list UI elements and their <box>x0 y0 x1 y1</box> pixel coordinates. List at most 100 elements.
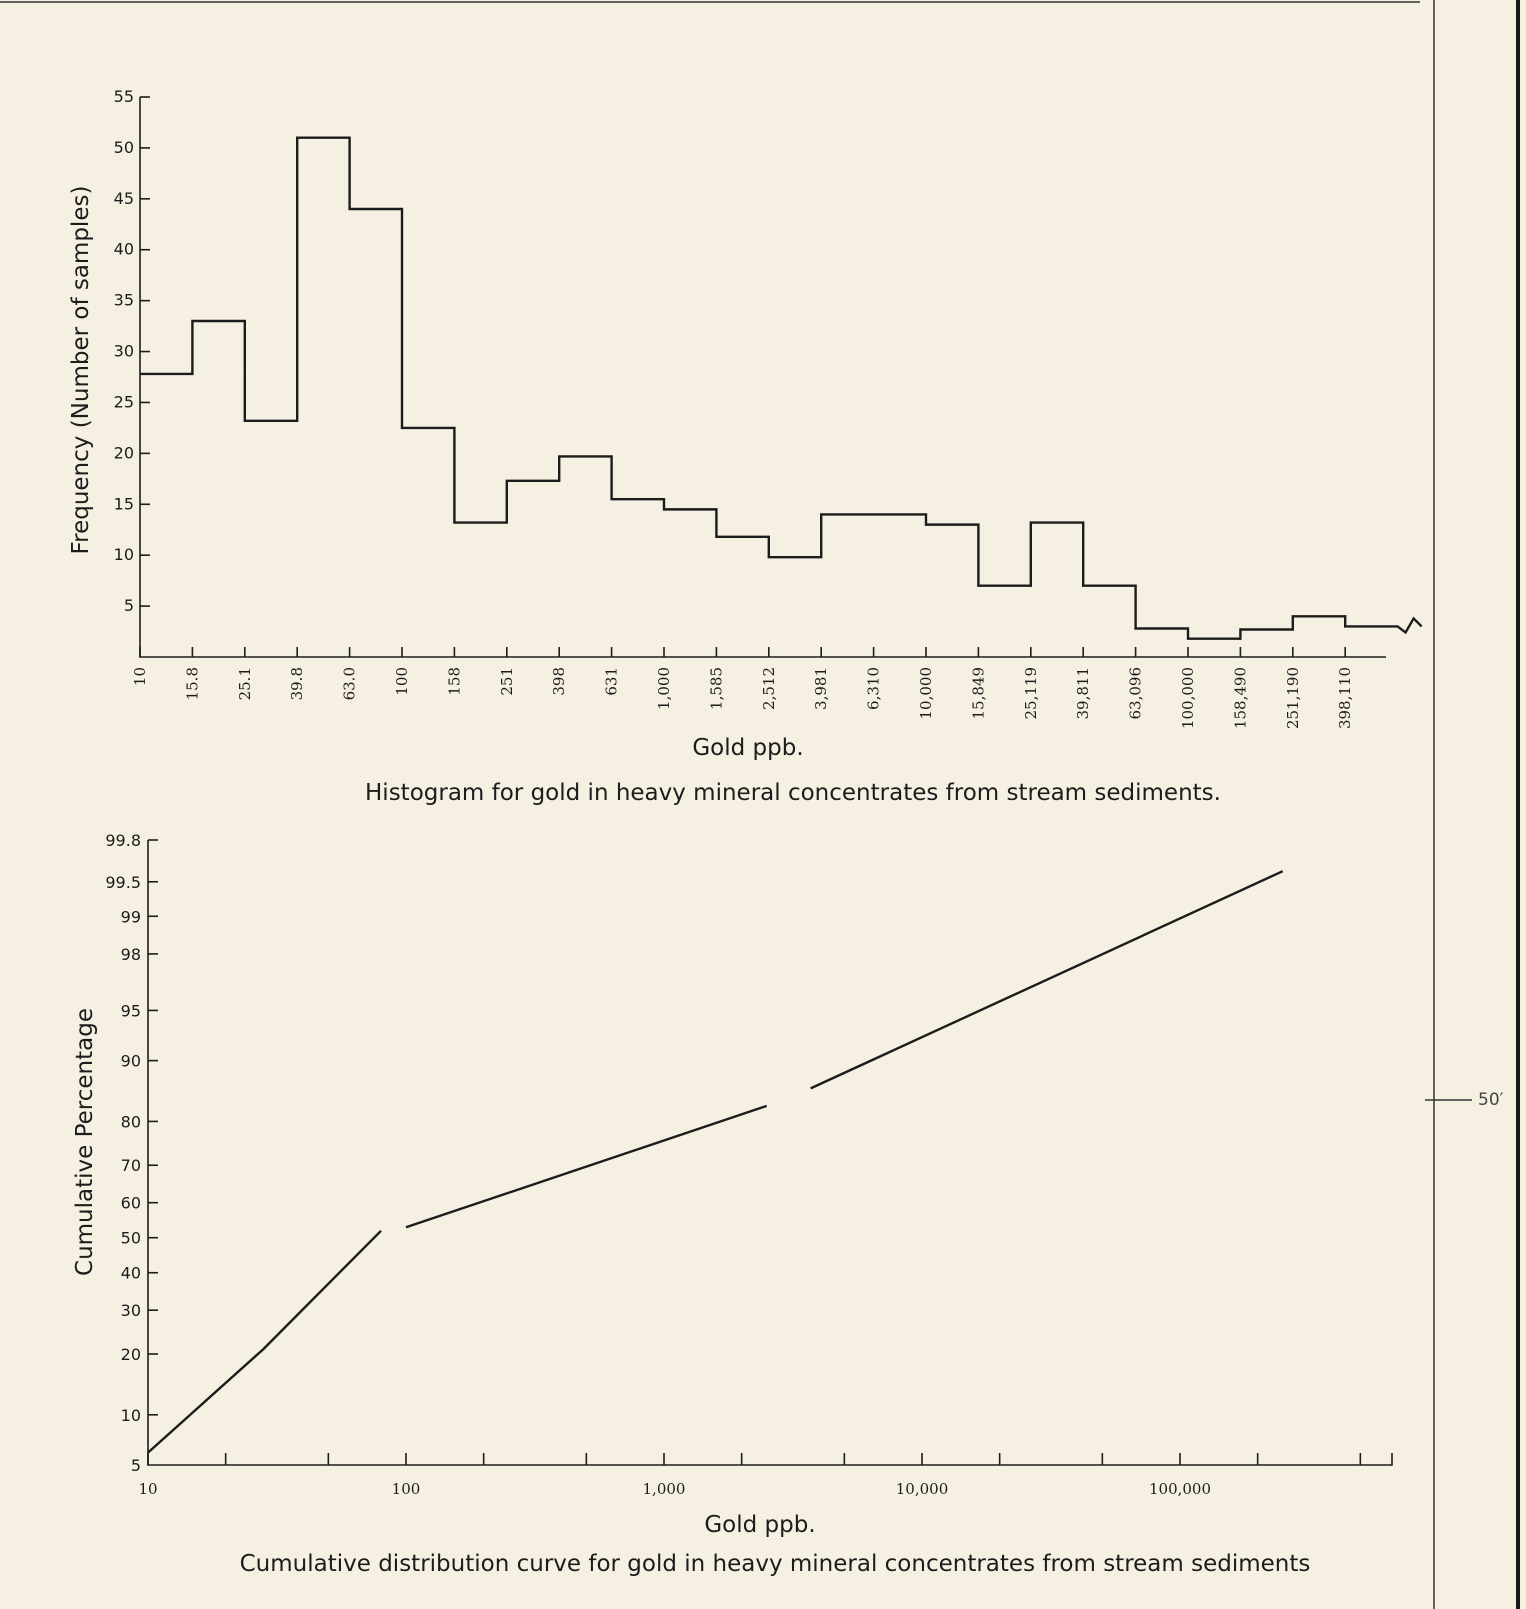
y-tick-label: 50 <box>114 138 134 157</box>
histogram-bar <box>297 138 349 657</box>
x-tick-label: 10,000 <box>896 1480 949 1498</box>
x-tick-label: 158,490 <box>1231 667 1249 729</box>
histogram-bar <box>1293 616 1345 657</box>
y-tick-label: 20 <box>121 1345 141 1364</box>
x-tick-label: 100,000 <box>1179 667 1197 729</box>
x-tick-label: 63,096 <box>1127 667 1145 720</box>
y-tick-label: 10 <box>114 545 134 564</box>
y-tick-label: 10 <box>121 1406 141 1425</box>
x-tick-label: 10 <box>131 667 149 686</box>
y-tick-label: 55 <box>114 87 134 106</box>
histogram-bar <box>664 509 716 657</box>
x-tick-label: 398,110 <box>1336 667 1354 729</box>
histogram-bar <box>769 557 821 657</box>
y-tick-label: 99 <box>121 907 141 926</box>
x-tick-label: 15,849 <box>969 667 987 720</box>
histogram-bar <box>245 421 297 657</box>
y-tick-label: 40 <box>121 1264 141 1283</box>
y-tick-label: 30 <box>114 342 134 361</box>
histogram-bar <box>192 321 244 657</box>
histogram-bar <box>559 456 611 657</box>
x-tick-label: 251,190 <box>1284 667 1302 729</box>
cumulative-curve-segment <box>405 1104 768 1229</box>
histogram-outline <box>140 136 1423 640</box>
x-tick-label: 100 <box>393 667 411 696</box>
y-tick-label: 5 <box>124 596 134 615</box>
y-tick-label: 5 <box>131 1456 141 1475</box>
x-tick-label: 1,000 <box>643 1480 686 1498</box>
y-tick-label: 99.5 <box>105 873 141 892</box>
histogram-bar <box>350 209 402 657</box>
x-tick-label: 3,981 <box>812 667 830 710</box>
histogram-bar <box>507 481 559 657</box>
cumulative-x-ticks: 10 100 1,000 10,000 100,000 <box>138 1453 1362 1498</box>
margin-label: 50′ <box>1478 1090 1504 1110</box>
cumulative-x-axis-label: Gold ppb. <box>704 1512 815 1538</box>
y-tick-label: 60 <box>121 1194 141 1213</box>
cumulative-y-ticks: 5 10 20 30 40 50 60 70 80 90 95 98 99 99.5 99.8 <box>105 831 158 1475</box>
histogram-bar <box>1188 639 1240 657</box>
histogram-bar <box>454 523 506 657</box>
y-tick-label: 30 <box>121 1301 141 1320</box>
y-tick-label: 20 <box>114 443 134 462</box>
x-tick-label: 10 <box>138 1480 157 1498</box>
x-tick-label: 251 <box>498 667 516 696</box>
histogram-bar <box>140 374 192 657</box>
histogram-bar <box>612 499 664 657</box>
histogram-title: Histogram for gold in heavy mineral conc… <box>365 780 1221 806</box>
histogram-y-ticks: 5 10 15 20 25 30 35 40 45 50 55 <box>114 87 150 615</box>
histogram-bar <box>1240 630 1292 657</box>
x-tick-label: 1,585 <box>707 667 725 710</box>
x-tick-label: 100,000 <box>1149 1480 1211 1498</box>
y-tick-label: 70 <box>121 1156 141 1175</box>
y-tick-label: 45 <box>114 189 134 208</box>
cumulative-curve-segment <box>147 1229 382 1454</box>
x-tick-label: 39.8 <box>288 667 306 700</box>
y-tick-label: 80 <box>121 1112 141 1131</box>
x-tick-label: 2,512 <box>760 667 778 710</box>
cumulative-axis-line <box>147 840 1393 1466</box>
y-tick-label: 25 <box>114 392 134 411</box>
histogram-bar <box>926 525 978 657</box>
x-tick-label: 25,119 <box>1022 667 1040 720</box>
x-tick-label: 63.0 <box>341 667 359 700</box>
x-tick-label: 100 <box>392 1480 421 1498</box>
histogram-bar <box>1031 523 1083 657</box>
y-tick-label: 98 <box>121 945 141 964</box>
x-tick-label: 398 <box>550 667 568 696</box>
x-tick-label: 15.8 <box>183 667 201 700</box>
y-tick-label: 90 <box>121 1052 141 1071</box>
x-tick-label: 25.1 <box>236 667 254 700</box>
x-tick-label: 158 <box>445 667 463 696</box>
histogram-x-axis-label: Gold ppb. <box>692 735 803 761</box>
cumulative-axes <box>147 840 1393 1466</box>
histogram-bar <box>874 514 926 657</box>
cumulative-curve-segment <box>810 870 1284 1090</box>
x-tick-label: 10,000 <box>917 667 935 720</box>
cumulative-y-axis-label: Cumulative Percentage <box>72 1008 98 1276</box>
y-tick-label: 15 <box>114 494 134 513</box>
x-tick-label: 39,811 <box>1074 667 1092 720</box>
x-tick-label: 631 <box>603 667 621 696</box>
histogram-bar <box>1083 586 1135 657</box>
y-tick-label: 99.8 <box>105 831 141 850</box>
histogram-bar <box>821 514 873 657</box>
histogram-axis-line <box>139 97 1386 658</box>
histogram-x-ticks: 10 15.8 25.1 39.8 63.0 100 158 251 398 631 1,000 1,… <box>131 647 1354 729</box>
histogram-bar <box>716 537 768 657</box>
cumulative-title: Cumulative distribution curve for gold i… <box>239 1551 1311 1577</box>
x-tick-label: 6,310 <box>865 667 883 710</box>
y-tick-label: 50 <box>121 1229 141 1248</box>
y-tick-label: 40 <box>114 240 134 259</box>
cumulative-curve <box>147 870 1284 1454</box>
histogram-bar <box>978 586 1030 657</box>
histogram-chart: 5 10 15 20 25 30 35 40 45 50 55 10 15.8 25.1 39.8 63.0… <box>68 87 1423 761</box>
histogram-bar <box>1345 626 1397 657</box>
y-tick-label: 95 <box>121 1001 141 1020</box>
histogram-bar <box>402 428 454 657</box>
histogram-y-axis-label: Frequency (Number of samples) <box>68 186 94 555</box>
histogram-axes <box>139 97 1386 658</box>
x-tick-label: 1,000 <box>655 667 673 710</box>
